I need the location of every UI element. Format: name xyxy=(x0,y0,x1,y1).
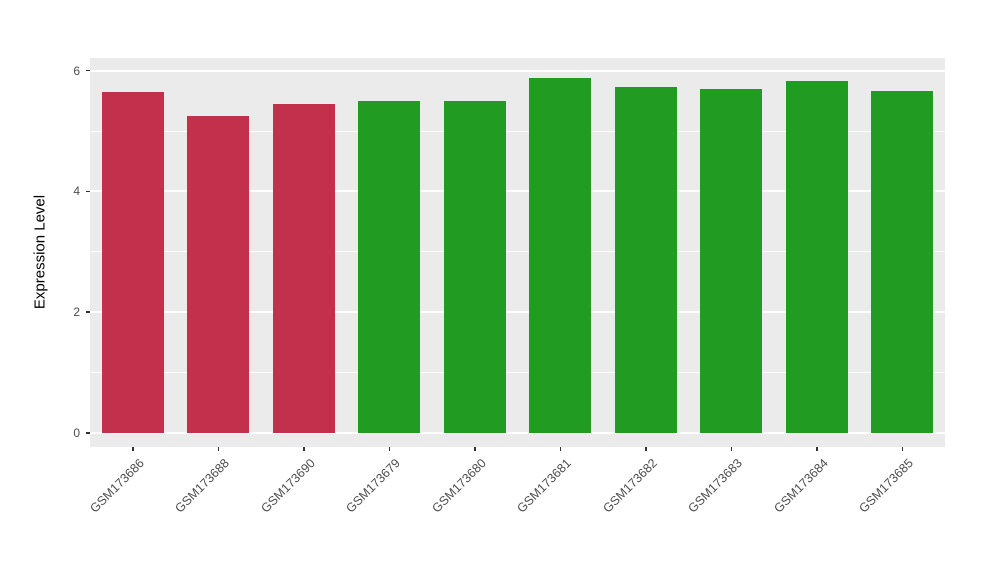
x-tick-label: GSM173682 xyxy=(600,456,660,516)
bar-GSM173684 xyxy=(785,80,848,433)
y-axis-title: Expression Level xyxy=(31,194,49,310)
minor-gridline xyxy=(90,130,945,132)
bar-GSM173686 xyxy=(101,91,164,433)
x-axis-tick xyxy=(474,447,476,451)
x-axis-tick xyxy=(388,447,390,451)
minor-gridline xyxy=(90,251,945,253)
x-tick-label: GSM173680 xyxy=(429,456,489,516)
x-axis-tick xyxy=(730,447,732,451)
bar-GSM173690 xyxy=(272,103,335,433)
x-tick-label: GSM173684 xyxy=(771,456,831,516)
plot-panel xyxy=(90,58,945,447)
bar-GSM173682 xyxy=(614,86,677,433)
bar-GSM173685 xyxy=(871,90,934,433)
x-axis-tick xyxy=(217,447,219,451)
x-tick-label: GSM173686 xyxy=(87,456,147,516)
y-tick-label: 2 xyxy=(73,305,80,320)
x-tick-label: GSM173688 xyxy=(172,456,233,516)
x-tick-label: GSM173679 xyxy=(343,456,404,516)
major-gridline xyxy=(90,190,945,193)
major-gridline xyxy=(90,311,945,314)
major-gridline xyxy=(90,69,945,72)
x-tick-label: GSM173681 xyxy=(514,456,575,516)
major-gridline xyxy=(90,432,945,434)
x-tick-label: GSM173690 xyxy=(258,456,318,516)
x-axis-tick xyxy=(901,447,903,451)
x-axis-tick xyxy=(645,447,647,451)
x-axis-tick xyxy=(303,447,305,451)
minor-gridline xyxy=(90,372,945,374)
y-tick-label: 4 xyxy=(73,184,80,199)
y-axis-tick xyxy=(86,190,90,193)
bar-GSM173680 xyxy=(443,100,506,433)
bar-GSM173679 xyxy=(358,100,421,433)
y-tick-label: 6 xyxy=(73,63,80,78)
x-axis-tick xyxy=(559,447,561,451)
y-axis-tick xyxy=(86,311,90,313)
y-tick-label: 0 xyxy=(73,426,80,440)
y-axis-tick xyxy=(86,432,90,434)
x-tick-label: GSM173683 xyxy=(685,456,746,516)
y-axis-tick xyxy=(86,69,90,72)
x-axis-tick xyxy=(816,447,818,451)
x-axis-tick xyxy=(132,447,134,451)
bar-GSM173688 xyxy=(187,115,250,433)
bar-GSM173683 xyxy=(700,88,763,433)
x-tick-label: GSM173685 xyxy=(856,456,917,516)
bar-GSM173681 xyxy=(529,77,592,433)
